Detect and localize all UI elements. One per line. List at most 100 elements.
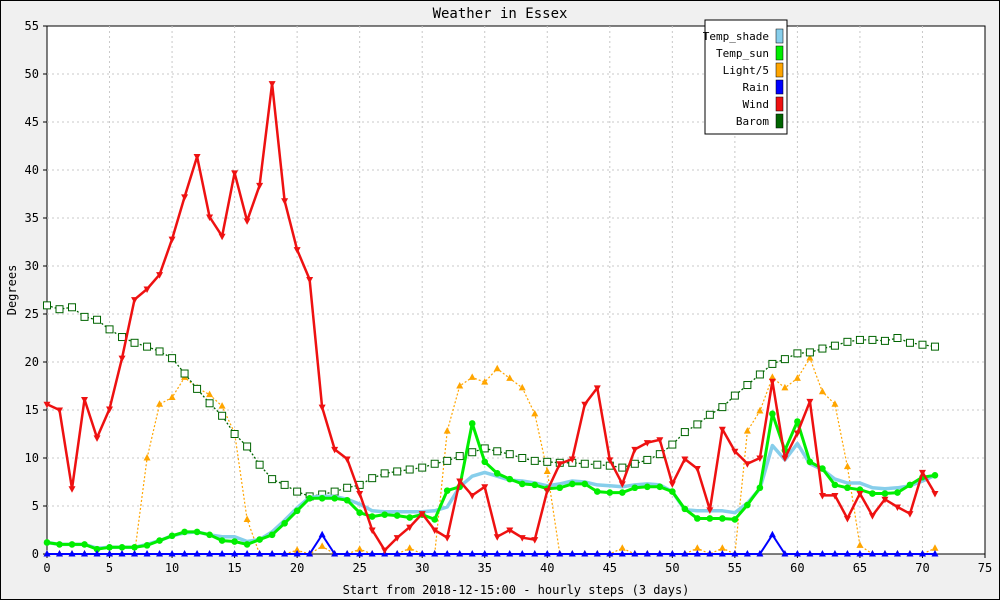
wind-point — [731, 448, 739, 456]
rain-point — [831, 550, 839, 557]
light-5-point — [531, 409, 539, 417]
temp-sun-point — [318, 495, 326, 502]
wind-point — [793, 430, 801, 438]
temp-sun-point — [644, 483, 651, 491]
temp-sun-point — [181, 528, 188, 536]
x-tick-label: 15 — [227, 561, 241, 575]
temp-sun-point — [619, 489, 626, 496]
temp-sun-point — [631, 484, 639, 492]
rain-point — [631, 550, 639, 557]
rain-point — [606, 550, 614, 557]
x-tick-label: 25 — [352, 561, 366, 575]
temp-sun-point — [356, 509, 363, 517]
temp-sun-point — [869, 490, 876, 497]
temp-sun-point — [393, 512, 401, 519]
light-5-point — [493, 364, 501, 372]
rain-point — [768, 530, 776, 538]
rain-point — [281, 550, 289, 557]
rain-point — [493, 550, 501, 557]
wind-point — [556, 461, 564, 468]
wind-point — [693, 466, 701, 473]
wind-point — [443, 535, 451, 542]
wind-point — [643, 440, 651, 447]
wind-point — [906, 511, 914, 518]
barom-point — [380, 469, 389, 478]
temp-sun-point — [531, 481, 539, 489]
rain-point — [368, 550, 376, 557]
wind-point — [881, 496, 889, 504]
barom-point — [293, 487, 302, 496]
wind-point — [43, 401, 51, 409]
temp-sun-point — [606, 489, 614, 496]
wind-point — [393, 535, 401, 542]
rain-point — [131, 550, 139, 557]
barom-point — [593, 460, 602, 469]
legend-label: Light/5 — [723, 64, 769, 77]
temp-sun-point — [656, 483, 664, 491]
wind-point — [468, 492, 476, 500]
barom-point — [43, 301, 51, 310]
rain-point — [418, 550, 426, 557]
light-5-point — [781, 383, 789, 391]
rain-point — [443, 550, 451, 557]
wind-point — [193, 154, 201, 161]
wind-point — [768, 378, 776, 386]
light-5-point — [518, 383, 526, 391]
rain-point — [393, 550, 401, 557]
wind-point — [243, 218, 251, 225]
light-5-point — [693, 544, 701, 551]
wind-point — [293, 247, 301, 254]
light-5-point — [443, 427, 451, 434]
rain-point — [906, 550, 914, 557]
wind-point — [406, 524, 414, 532]
y-tick-label: 20 — [25, 355, 39, 369]
wind-point — [606, 457, 614, 464]
temp-sun-point — [43, 539, 51, 546]
x-tick-label: 35 — [478, 561, 492, 575]
barom-point — [793, 349, 802, 358]
wind-point — [756, 455, 764, 462]
rain-point — [456, 550, 464, 557]
barom-point — [405, 465, 414, 474]
series-temp-sun — [43, 410, 939, 553]
rain-point — [431, 550, 439, 557]
wind-point — [368, 527, 376, 534]
series-wind — [43, 81, 939, 555]
rain-point — [118, 550, 126, 557]
light-5-point — [856, 541, 864, 548]
x-tick-label: 30 — [415, 561, 429, 575]
temp-sun-point — [706, 515, 714, 522]
temp-sun-point — [268, 531, 276, 539]
temp-sun-point — [593, 488, 601, 495]
axes: 0 5 10 15 20 25 30 35 40 45 50 55 60 65 70 75 0 5 10 15 20 25… — [25, 19, 993, 575]
wind-point — [931, 491, 939, 498]
barom-point — [868, 335, 877, 344]
wind-point — [68, 486, 76, 493]
legend: Temp_shade Temp_sun Light/5 Rain Wind Barom — [703, 19, 788, 135]
temp-sun-point — [243, 541, 251, 548]
rain-point — [931, 550, 939, 557]
temp-sun-point — [343, 496, 351, 504]
wind-point — [318, 404, 326, 412]
wind-point — [706, 507, 714, 514]
x-axis-label: Start from 2018-12-15:00 - hourly steps … — [343, 583, 690, 597]
legend-label: Wind — [743, 98, 770, 111]
barom-point — [680, 428, 689, 437]
legend-swatch — [775, 45, 784, 61]
rain-point — [406, 550, 414, 557]
wind-point — [331, 446, 339, 454]
temp-sun-point — [131, 543, 138, 551]
rain-point — [856, 550, 864, 557]
wind-point — [343, 456, 351, 463]
wind-point — [918, 469, 926, 477]
rain-point — [543, 550, 551, 557]
wind-point — [493, 534, 501, 541]
rain-point — [331, 550, 339, 557]
series-barom — [43, 301, 939, 501]
x-tick-label: 10 — [165, 561, 179, 575]
light-5-point — [456, 382, 464, 389]
wind-point — [81, 396, 89, 404]
barom-point — [743, 381, 752, 390]
rain-point — [781, 550, 789, 557]
rain-point — [843, 550, 851, 557]
